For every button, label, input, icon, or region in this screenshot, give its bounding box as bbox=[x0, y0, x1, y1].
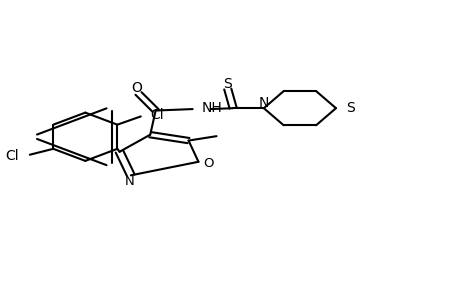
Text: Cl: Cl bbox=[151, 108, 164, 122]
Text: S: S bbox=[223, 77, 232, 91]
Text: N: N bbox=[258, 96, 269, 110]
Text: Cl: Cl bbox=[6, 149, 19, 163]
Text: O: O bbox=[203, 157, 213, 170]
Text: N: N bbox=[124, 175, 134, 188]
Text: O: O bbox=[130, 81, 141, 95]
Text: NH: NH bbox=[201, 101, 222, 116]
Text: S: S bbox=[345, 100, 354, 115]
